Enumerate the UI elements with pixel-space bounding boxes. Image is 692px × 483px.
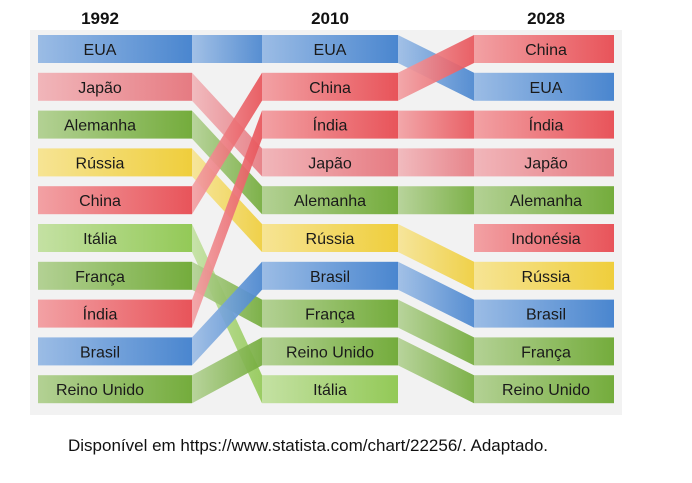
bar-japao-2010 (262, 148, 398, 177)
bar-china-2028 (474, 35, 614, 63)
label-eua-1992: EUA (84, 42, 117, 59)
label-japao-1992: Japão (78, 80, 122, 97)
label-italia-1992: Itália (83, 231, 117, 248)
bar-reino-unido-1992 (38, 375, 192, 404)
bar-russia-2010 (262, 224, 398, 252)
label-india-2010: Índia (313, 116, 348, 135)
connector-alemanha-0 (192, 110, 262, 215)
column-header-1992: 1992 (81, 9, 119, 28)
label-china-2010: China (309, 80, 351, 97)
bar-franca-2010 (262, 299, 398, 328)
label-alemanha-1992: Alemanha (64, 118, 136, 135)
bar-eua-2010 (262, 35, 398, 63)
label-russia-1992: Rússia (76, 155, 125, 172)
connector-russia-1 (398, 224, 474, 290)
connector-alemanha-1 (398, 186, 474, 215)
bar-china-1992 (38, 186, 192, 215)
ribbon-india (38, 110, 614, 328)
label-russia-2010: Rússia (306, 231, 355, 248)
bar-reino-unido-2028 (474, 375, 614, 404)
bar-reino-unido-2010 (262, 337, 398, 366)
bar-china-2010 (262, 72, 398, 101)
connector-reino-unido-1 (398, 337, 474, 404)
bar-india-2028 (474, 110, 614, 139)
connector-india-0 (192, 110, 262, 328)
ribbon-japao (38, 72, 614, 177)
label-brasil-2028: Brasil (526, 307, 566, 324)
connector-japao-0 (192, 72, 262, 177)
label-china-1992: China (79, 193, 121, 210)
ribbon-china (38, 35, 614, 215)
connector-japao-1 (398, 148, 474, 177)
ribbon-brasil (38, 261, 614, 366)
ribbon-alemanha (38, 110, 614, 215)
label-alemanha-2028: Alemanha (510, 193, 582, 210)
label-italia-2010: Itália (313, 382, 347, 399)
connector-china-0 (192, 72, 262, 215)
ribbon-franca (38, 261, 614, 366)
label-eua-2010: EUA (314, 42, 347, 59)
bar-eua-2028 (474, 72, 614, 101)
column-header-2010: 2010 (311, 9, 349, 28)
label-russia-2028: Rússia (522, 269, 571, 286)
label-brasil-2010: Brasil (310, 269, 350, 286)
label-franca-2028: França (521, 344, 571, 361)
bar-alemanha-2028 (474, 186, 614, 215)
label-franca-1992: França (75, 269, 125, 286)
bar-eua-1992 (38, 35, 192, 63)
connector-brasil-1 (398, 261, 474, 328)
bar-india-2010 (262, 110, 398, 139)
bar-italia-2010 (262, 375, 398, 404)
column-header-2028: 2028 (527, 9, 565, 28)
bar-alemanha-2010 (262, 186, 398, 215)
connector-china-1 (398, 35, 474, 101)
bar-brasil-1992 (38, 337, 192, 366)
label-india-1992: Índia (83, 305, 118, 324)
bar-japao-2028 (474, 148, 614, 177)
bar-japao-1992 (38, 72, 192, 101)
bar-india-1992 (38, 299, 192, 328)
label-brasil-1992: Brasil (80, 344, 120, 361)
label-japao-2028: Japão (524, 155, 568, 172)
bar-brasil-2010 (262, 261, 398, 290)
bar-russia-1992 (38, 148, 192, 177)
ribbon-reino-unido (38, 337, 614, 404)
label-reino-unido-2028: Reino Unido (502, 382, 590, 399)
bar-indonesia-2028 (474, 224, 614, 252)
label-india-2028: Índia (529, 116, 564, 135)
label-reino-unido-2010: Reino Unido (286, 344, 374, 361)
bar-italia-1992 (38, 224, 192, 252)
bar-brasil-2028 (474, 299, 614, 328)
bar-russia-2028 (474, 261, 614, 290)
connector-india-1 (398, 110, 474, 139)
bar-franca-1992 (38, 261, 192, 290)
label-indonesia-2028: Indonésia (511, 231, 580, 248)
label-alemanha-2010: Alemanha (294, 193, 366, 210)
label-reino-unido-1992: Reino Unido (56, 382, 144, 399)
connector-brasil-0 (192, 261, 262, 366)
connector-reino-unido-0 (192, 337, 262, 404)
label-franca-2010: França (305, 307, 355, 324)
source-caption: Disponível em https://www.statista.com/c… (68, 436, 549, 455)
ribbon-indonesia (474, 224, 614, 252)
label-eua-2028: EUA (530, 80, 563, 97)
connector-franca-1 (398, 299, 474, 366)
bar-alemanha-1992 (38, 110, 192, 139)
label-china-2028: China (525, 42, 567, 59)
label-japao-2010: Japão (308, 155, 352, 172)
bar-franca-2028 (474, 337, 614, 366)
connector-eua-0 (192, 35, 262, 63)
